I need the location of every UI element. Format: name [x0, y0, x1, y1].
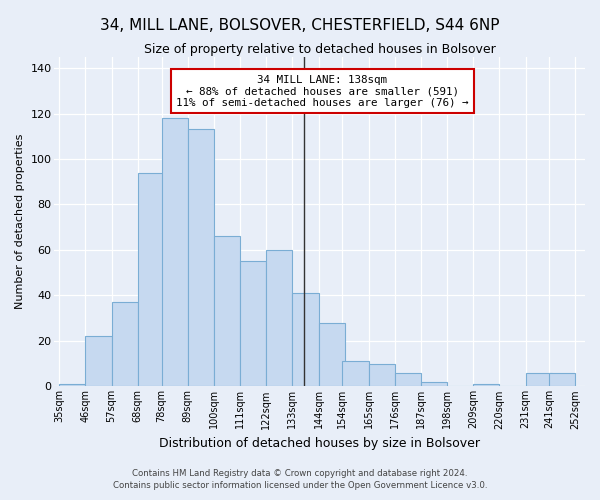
- Text: 34 MILL LANE: 138sqm
← 88% of detached houses are smaller (591)
11% of semi-deta: 34 MILL LANE: 138sqm ← 88% of detached h…: [176, 74, 469, 108]
- Bar: [473, 384, 499, 386]
- Text: 34, MILL LANE, BOLSOVER, CHESTERFIELD, S44 6NP: 34, MILL LANE, BOLSOVER, CHESTERFIELD, S…: [100, 18, 500, 32]
- Bar: [112, 302, 138, 386]
- Y-axis label: Number of detached properties: Number of detached properties: [15, 134, 25, 309]
- X-axis label: Distribution of detached houses by size in Bolsover: Distribution of detached houses by size …: [159, 437, 480, 450]
- Bar: [319, 322, 345, 386]
- Bar: [292, 293, 319, 386]
- Bar: [368, 364, 395, 386]
- Bar: [161, 118, 188, 386]
- Bar: [138, 172, 164, 386]
- Title: Size of property relative to detached houses in Bolsover: Size of property relative to detached ho…: [144, 42, 496, 56]
- Bar: [59, 384, 85, 386]
- Bar: [240, 262, 266, 386]
- Bar: [188, 130, 214, 386]
- Bar: [266, 250, 292, 386]
- Bar: [395, 372, 421, 386]
- Bar: [85, 336, 112, 386]
- Bar: [550, 372, 575, 386]
- Bar: [343, 362, 368, 386]
- Text: Contains HM Land Registry data © Crown copyright and database right 2024.
Contai: Contains HM Land Registry data © Crown c…: [113, 468, 487, 489]
- Bar: [526, 372, 551, 386]
- Bar: [214, 236, 240, 386]
- Bar: [421, 382, 447, 386]
